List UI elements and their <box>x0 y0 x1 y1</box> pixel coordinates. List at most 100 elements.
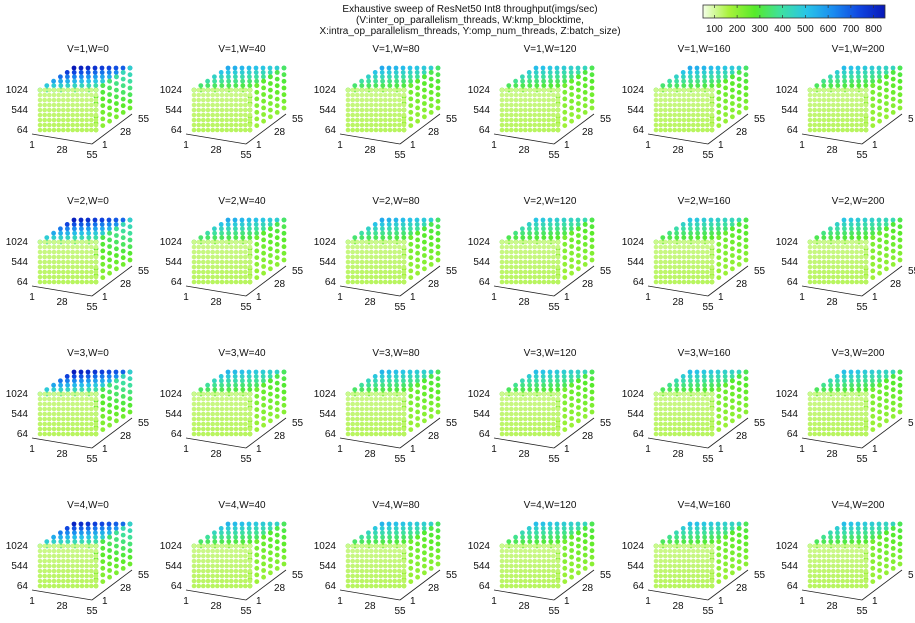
data-point <box>373 226 378 232</box>
data-point <box>870 235 876 241</box>
data-point <box>835 127 841 133</box>
y-tick-label: 1 <box>564 292 570 303</box>
data-point <box>663 269 668 275</box>
data-point <box>191 543 197 549</box>
data-point <box>201 269 206 275</box>
data-point <box>218 222 224 227</box>
data-point <box>226 83 232 88</box>
data-point <box>114 87 119 93</box>
data-point <box>540 521 546 527</box>
data-point <box>681 269 687 275</box>
data-point <box>849 378 854 384</box>
data-point <box>100 255 106 260</box>
data-point <box>114 570 119 576</box>
data-point <box>238 553 243 559</box>
data-point <box>877 250 882 256</box>
data-point <box>75 92 80 98</box>
data-point <box>191 117 197 123</box>
data-point <box>658 87 663 93</box>
data-point <box>107 244 112 249</box>
x-tick-label: 1 <box>29 444 35 455</box>
data-point <box>513 102 519 108</box>
data-point <box>582 394 588 399</box>
data-point <box>61 122 66 128</box>
data-point <box>877 74 882 80</box>
data-point <box>863 401 869 407</box>
data-point <box>79 426 85 432</box>
data-point <box>562 261 568 267</box>
data-point <box>226 539 232 544</box>
data-point <box>504 244 510 250</box>
data-point <box>47 406 52 412</box>
z-tick-label: 1024 <box>314 541 337 552</box>
data-point <box>397 401 402 407</box>
data-point <box>546 92 551 98</box>
data-point <box>268 74 273 80</box>
data-point <box>859 239 864 245</box>
data-point <box>42 117 47 123</box>
data-point <box>569 264 574 269</box>
data-point <box>681 259 687 265</box>
data-point <box>840 426 845 432</box>
data-point <box>667 102 673 108</box>
data-point <box>350 102 356 108</box>
data-point <box>555 112 561 118</box>
data-point <box>229 431 234 437</box>
data-point <box>205 239 211 245</box>
data-point <box>75 117 80 123</box>
data-point <box>883 65 889 71</box>
z-tick-label: 1024 <box>776 85 799 96</box>
data-point <box>537 244 542 250</box>
data-point <box>709 391 715 397</box>
x-tick-label: 28 <box>364 297 376 308</box>
data-point <box>667 117 673 123</box>
data-point <box>274 380 280 386</box>
data-point <box>89 112 94 118</box>
data-point <box>387 230 392 236</box>
data-point <box>677 401 682 407</box>
data-point <box>212 382 218 388</box>
data-point <box>691 92 696 98</box>
data-point <box>191 102 197 108</box>
data-point <box>61 573 66 579</box>
data-point <box>114 391 119 397</box>
data-point <box>246 521 252 527</box>
data-point <box>562 407 568 412</box>
data-point <box>247 97 253 103</box>
data-point <box>61 396 66 402</box>
data-point <box>688 387 694 392</box>
data-point <box>681 230 686 236</box>
data-point <box>247 416 253 422</box>
data-point <box>582 559 588 565</box>
data-point <box>93 411 99 417</box>
data-point <box>408 103 414 108</box>
data-point <box>856 382 861 388</box>
data-point <box>210 396 215 402</box>
data-point <box>513 112 519 118</box>
data-point <box>93 391 99 397</box>
data-point <box>79 122 85 128</box>
data-point <box>243 401 248 407</box>
data-point <box>70 127 75 133</box>
data-point <box>551 279 556 285</box>
data-point <box>400 70 406 75</box>
data-point <box>247 127 253 133</box>
data-point <box>233 78 239 84</box>
z-tick-label: 544 <box>627 257 644 268</box>
y-tick-label: 55 <box>138 570 150 581</box>
data-point <box>93 117 99 123</box>
data-point <box>201 543 206 549</box>
data-point <box>812 264 817 270</box>
data-point <box>555 391 561 397</box>
data-point <box>730 87 735 93</box>
data-point <box>534 226 539 232</box>
data-point <box>127 521 133 527</box>
data-point <box>817 107 822 113</box>
data-point <box>401 406 407 412</box>
data-point <box>518 87 523 93</box>
data-point <box>856 226 861 232</box>
data-point <box>201 87 206 93</box>
x-tick-label: 55 <box>856 150 868 161</box>
data-point <box>100 572 106 578</box>
